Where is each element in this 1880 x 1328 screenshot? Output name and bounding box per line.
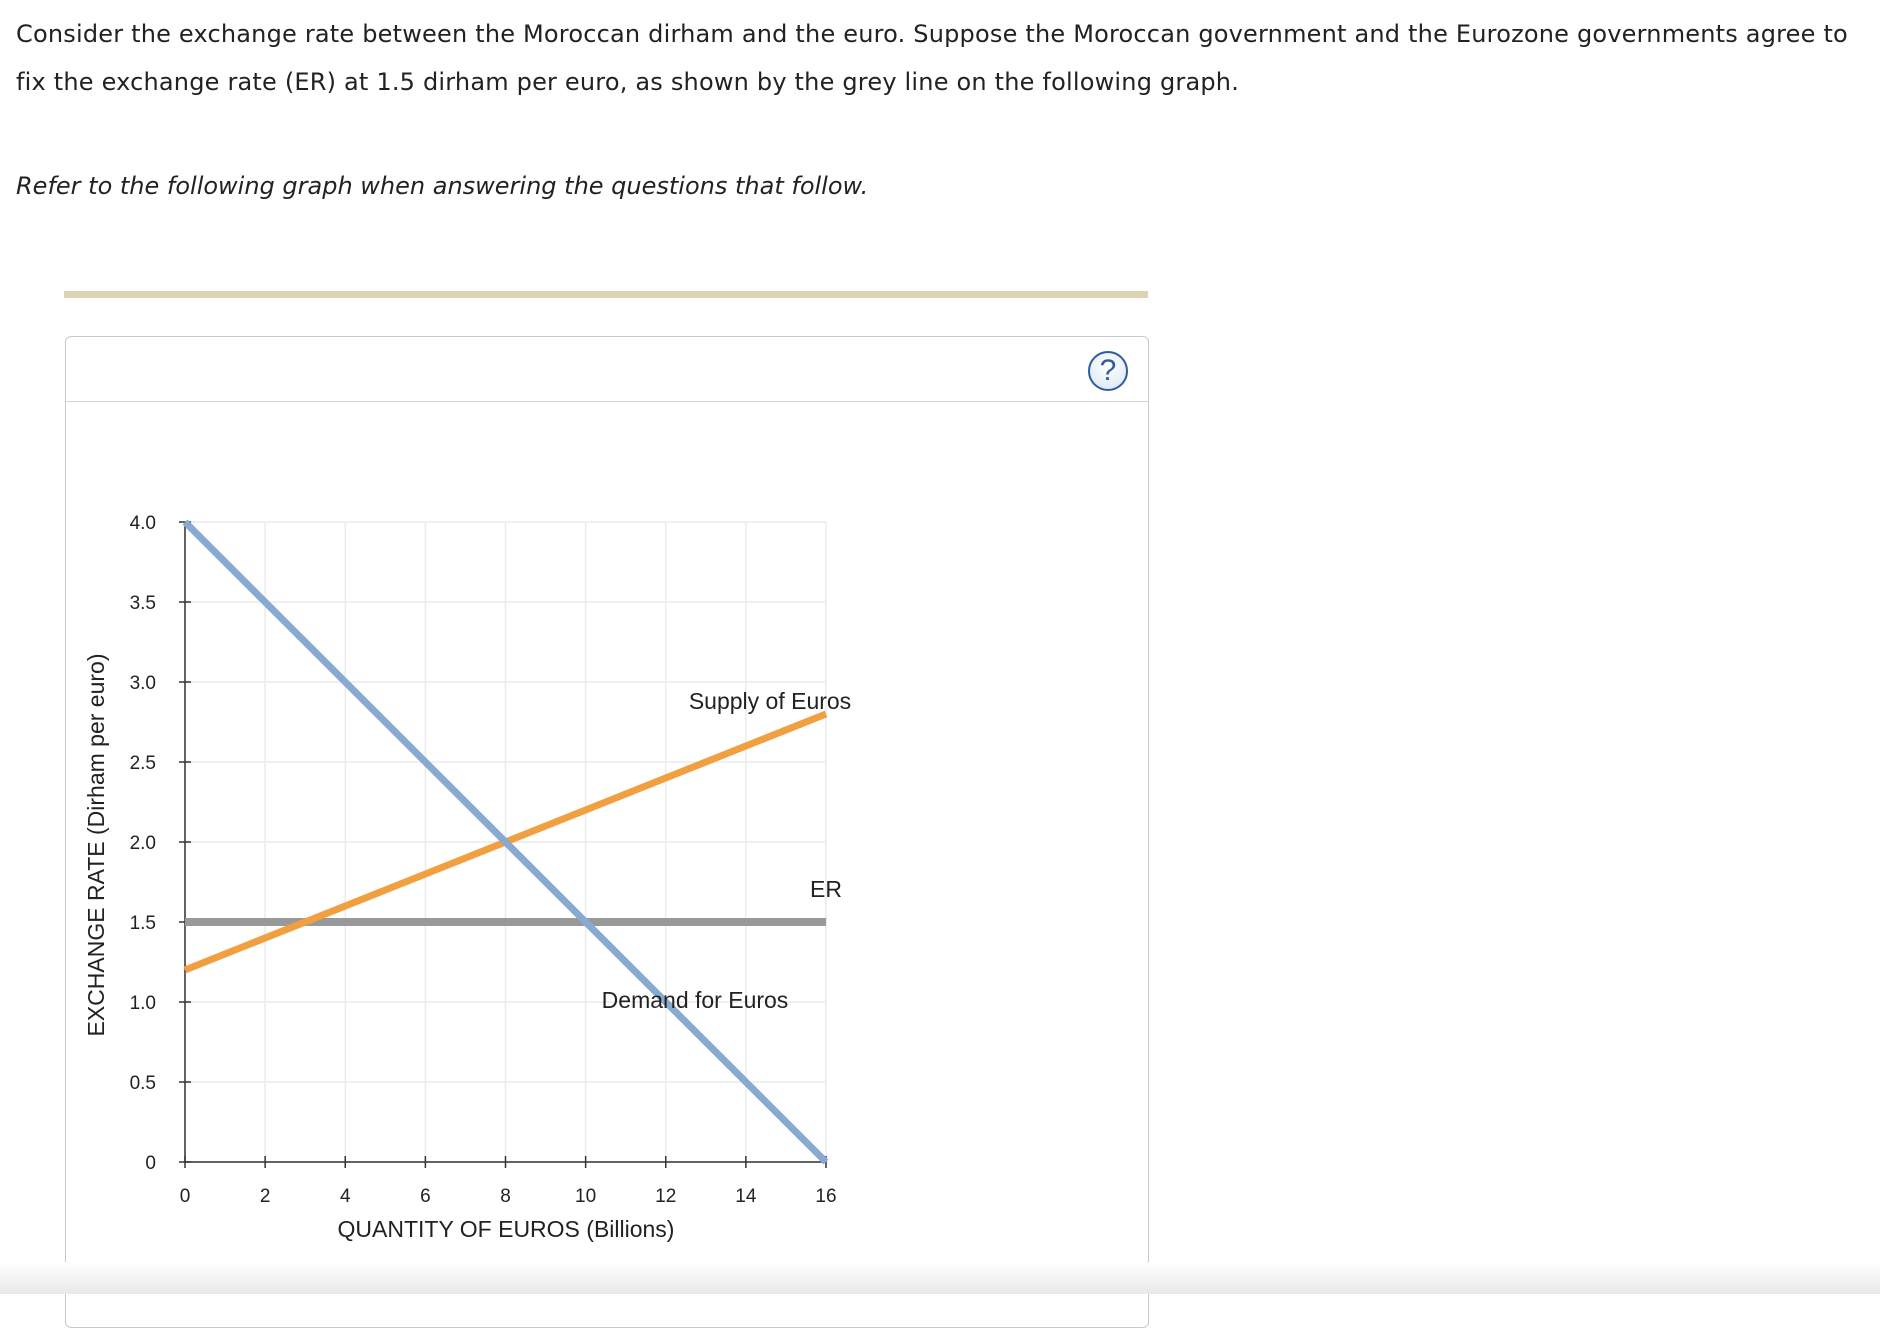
graph-panel-header: ? [66,337,1148,402]
question-intro: Consider the exchange rate between the M… [16,20,1848,96]
y-tick-label: 0 [145,1153,156,1174]
x-tick-label: 0 [180,1186,191,1207]
y-tick-label: 3.0 [130,673,156,694]
question-prompt: Refer to the following graph when answer… [16,172,869,200]
y-tick-label: 1.0 [130,993,156,1014]
x-tick-label: 14 [735,1186,757,1207]
series-line-demand-for-euros [182,519,829,1165]
er-line-label: ER [810,876,842,902]
question-mark-icon[interactable]: ? [1088,351,1128,391]
y-tick-label: 0.5 [130,1073,156,1094]
y-tick-label: 3.5 [130,593,156,614]
supply-curve-label: Supply of Euros [689,688,851,714]
y-axis-title: EXCHANGE RATE (Dirham per euro) [83,654,109,1037]
chart-axes [179,521,827,1168]
x-tick-label: 16 [815,1186,836,1207]
x-axis-title: QUANTITY OF EUROS (Billions) [338,1216,675,1242]
demand-curve-label: Demand for Euros [602,987,789,1013]
page-bottom-fade [0,1262,1880,1294]
x-tick-label: 6 [420,1186,431,1207]
y-tick-label: 2.0 [130,833,156,854]
x-tick-label: 2 [260,1186,271,1207]
x-tick-label: 8 [500,1186,511,1207]
chart-labels: 0 0.5 1.0 1.5 2.0 2.5 3.0 3.5 4.0 0 2 4 6 8 10 12 14 16 Su… [83,513,851,1242]
x-tick-label: 10 [575,1186,596,1207]
divider-bar [64,291,1148,298]
x-tick-label: 12 [655,1186,676,1207]
chart-series [182,519,829,1165]
y-tick-label: 1.5 [130,913,156,934]
x-tick-label: 4 [340,1186,351,1207]
y-tick-label: 2.5 [130,753,156,774]
y-tick-label: 4.0 [130,513,156,534]
exchange-rate-chart: 0 0.5 1.0 1.5 2.0 2.5 3.0 3.5 4.0 0 2 4 6 8 10 12 14 16 Su… [83,513,851,1242]
